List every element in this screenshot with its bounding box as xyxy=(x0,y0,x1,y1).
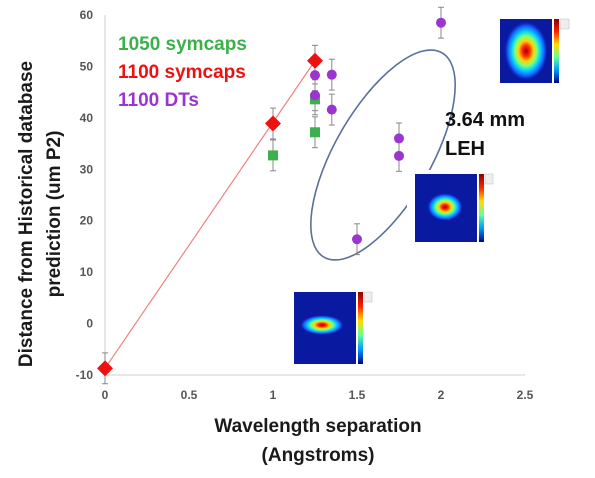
x-tick-label: 2.5 xyxy=(517,388,534,402)
data-point xyxy=(436,17,446,28)
x-tick-label: 1.5 xyxy=(349,388,366,402)
data-point xyxy=(307,52,323,69)
data-point xyxy=(326,69,337,80)
data-point xyxy=(394,133,404,144)
inset-image-middle xyxy=(407,170,494,246)
x-tick-label: 2 xyxy=(438,388,445,402)
y-axis-title-line-1: Distance from Historical database xyxy=(16,61,37,367)
data-point xyxy=(310,90,320,101)
x-axis-title-line-2: (Angstroms) xyxy=(262,445,375,466)
axes xyxy=(104,15,525,376)
inset-image-bottom xyxy=(286,288,373,368)
x-axis-title-line-1: Wavelength separation xyxy=(214,416,421,437)
y-tick-label: 20 xyxy=(80,214,94,228)
legend-entry-1100-dts: 1100 DTs xyxy=(118,90,199,111)
y-tick-label: -10 xyxy=(76,368,94,382)
x-tick-label: 1 xyxy=(270,388,277,402)
y-tick-label: 40 xyxy=(80,111,94,125)
data-point xyxy=(268,150,278,161)
annotation: 3.64 mm LEH xyxy=(445,109,525,160)
y-tick-label: 60 xyxy=(80,8,94,22)
x-tick-label: 0.5 xyxy=(181,388,198,402)
y-tick-label: 50 xyxy=(80,59,94,73)
y-axis-title-line-2: prediction (um P2) xyxy=(44,131,65,298)
x-tick-label: 0 xyxy=(102,388,109,402)
data-point xyxy=(265,115,281,132)
inset-image-top xyxy=(490,15,570,89)
data-point xyxy=(394,150,404,161)
trend-line xyxy=(104,60,316,369)
y-tick-label: 0 xyxy=(86,317,93,331)
data-point xyxy=(310,70,320,81)
data-point xyxy=(97,360,113,377)
y-tick-labels: -10 0 10 20 30 40 50 60 xyxy=(76,8,94,382)
legend-entry-1100-symcaps: 1100 symcaps xyxy=(118,62,246,83)
data-markers xyxy=(97,17,446,377)
legend-entry-1050-symcaps: 1050 symcaps xyxy=(118,34,247,55)
annotation-line-2: LEH xyxy=(445,138,485,160)
data-point xyxy=(310,127,320,138)
data-point xyxy=(352,234,362,245)
data-point xyxy=(326,104,337,115)
y-tick-label: 10 xyxy=(80,265,94,279)
annotation-line-1: 3.64 mm xyxy=(445,109,525,131)
legend: 1050 symcaps 1100 symcaps 1100 DTs xyxy=(118,34,247,111)
y-tick-label: 30 xyxy=(80,162,94,176)
x-tick-labels: 0 0.5 1 1.5 2 2.5 xyxy=(102,388,534,402)
